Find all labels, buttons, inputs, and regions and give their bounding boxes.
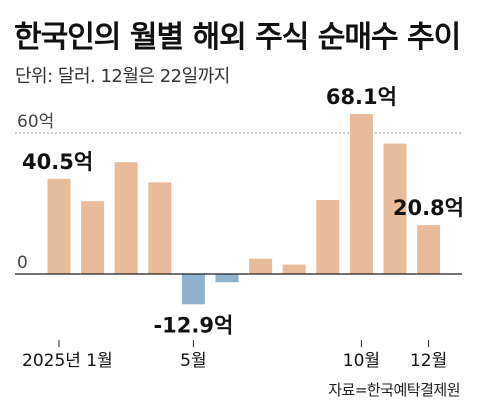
- bar-8: [282, 264, 306, 274]
- data-label: 40.5억: [22, 150, 93, 174]
- x-tick-label: 2025년 1월: [22, 351, 113, 371]
- bar-12: [417, 225, 441, 274]
- source-note: 자료=한국예탁결제원: [328, 381, 460, 399]
- bar-6: [215, 274, 239, 283]
- bar-2: [81, 201, 105, 274]
- bar-11: [383, 143, 407, 274]
- bar-4: [148, 182, 172, 274]
- chart-subtitle: 단위: 달러. 12월은 22일까지: [15, 66, 230, 87]
- bar-1: [47, 178, 71, 274]
- y-tick-label: 60억: [17, 112, 54, 132]
- bar-9: [316, 199, 340, 274]
- chart-title: 한국인의 월별 해외 주식 순매수 추이: [14, 20, 461, 55]
- data-label: 68.1억: [326, 85, 397, 109]
- x-tick-label: 12월: [410, 351, 447, 371]
- y-tick-label: 0: [17, 253, 28, 273]
- x-tick-label: 5월: [180, 351, 206, 371]
- bar-7: [249, 258, 273, 274]
- bar-10: [349, 113, 373, 274]
- bar-3: [114, 162, 138, 274]
- bar-5: [181, 274, 205, 305]
- x-tick-label: 10월: [343, 351, 380, 371]
- data-label: 20.8억: [393, 196, 464, 220]
- data-label: -12.9억: [153, 313, 233, 337]
